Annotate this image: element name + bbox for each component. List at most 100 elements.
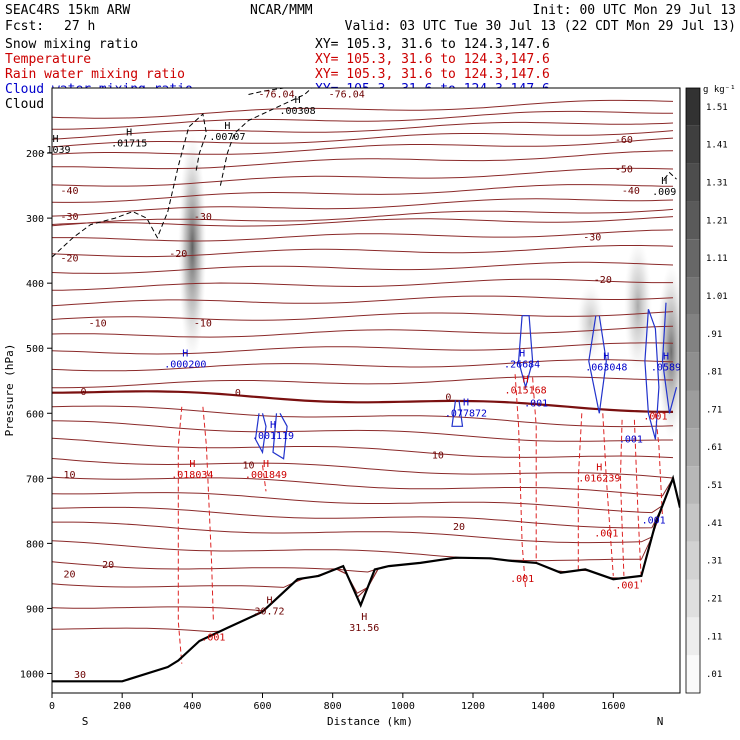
temperature-label: 0 bbox=[445, 393, 451, 404]
extremum-mark: H bbox=[361, 612, 367, 623]
extremum-mark: H bbox=[224, 121, 230, 132]
y-tick-label: 200 bbox=[26, 149, 44, 160]
extremum-value: .26684 bbox=[504, 359, 540, 370]
rain-contour bbox=[202, 406, 214, 622]
rain-contour bbox=[262, 465, 267, 492]
temperature-label: -30 bbox=[194, 212, 212, 223]
extremum-value: .0589 bbox=[651, 363, 681, 374]
extremum-value: .001 bbox=[619, 434, 643, 445]
extremum-mark: H bbox=[295, 95, 301, 106]
temperature-label: -10 bbox=[194, 318, 212, 329]
colorbar-label: .81 bbox=[706, 368, 722, 378]
extremum-value: .001 bbox=[510, 574, 534, 585]
snow-plume bbox=[576, 283, 605, 362]
colorbar-label: 1.11 bbox=[706, 254, 728, 264]
colorbar-swatch bbox=[686, 239, 700, 278]
colorbar-label: .91 bbox=[706, 330, 722, 340]
isotherm bbox=[52, 478, 674, 544]
temperature-label: 20 bbox=[453, 522, 465, 533]
temperature-label: 20 bbox=[64, 570, 76, 581]
isotherm bbox=[52, 295, 674, 307]
extremum-value: .077872 bbox=[445, 408, 487, 419]
chart-title: SEAC4RS 15km ARW bbox=[5, 3, 130, 18]
y-axis: 200 300 400 500 600 700 800 900 1000 bbox=[20, 149, 52, 680]
colorbar-label: .41 bbox=[706, 519, 722, 529]
extremum-value: .009 bbox=[652, 187, 676, 198]
x-tick-label: 1000 bbox=[391, 701, 415, 712]
snow-contour bbox=[248, 88, 284, 95]
x-tick-label: 800 bbox=[324, 701, 342, 712]
temperature-label: -40 bbox=[61, 186, 79, 197]
north-label: N bbox=[657, 715, 664, 728]
extremum-value: .01715 bbox=[111, 138, 147, 149]
x-tick-label: 600 bbox=[253, 701, 271, 712]
isotherm bbox=[52, 420, 673, 442]
colorbar-label: .71 bbox=[706, 405, 722, 415]
temperature-label: -10 bbox=[89, 318, 107, 329]
colorbar-unit: g kg⁻¹ bbox=[703, 85, 736, 95]
colorbar-label: 1.41 bbox=[706, 141, 728, 151]
plot-frame bbox=[51, 87, 681, 694]
rain-contour bbox=[602, 413, 614, 576]
isotherm bbox=[52, 137, 674, 155]
extremum-value: .016239 bbox=[578, 473, 620, 484]
snow-plume bbox=[623, 237, 652, 375]
contour-labels: -76.04 -76.04 -60 -50 -40 -40 -30 -30 -30 -20 -20 -… bbox=[40, 90, 681, 681]
snow-contour bbox=[219, 88, 312, 186]
extremum-mark: H bbox=[267, 596, 273, 607]
isotherm bbox=[52, 167, 674, 187]
init-time: Init: 00 UTC Mon 29 Jul 13 bbox=[533, 3, 737, 18]
extremum-mark: H bbox=[596, 462, 602, 473]
isotherm bbox=[52, 478, 674, 562]
rain-contour bbox=[633, 419, 642, 583]
extremum-mark: H bbox=[519, 348, 525, 359]
x-tick-label: 400 bbox=[183, 701, 201, 712]
terrain bbox=[52, 474, 680, 683]
isotherm bbox=[52, 437, 674, 459]
extremum-value: .000200 bbox=[164, 359, 206, 370]
cloud-water-contour bbox=[517, 315, 534, 390]
field-xy: XY= 105.3, 31.6 to 124.3,147.6 bbox=[315, 52, 550, 67]
isotherm bbox=[52, 245, 674, 258]
extremum-mark: H bbox=[189, 459, 195, 470]
isotherm bbox=[52, 376, 674, 389]
extremum-value: .015168 bbox=[505, 386, 547, 397]
colorbar-swatch bbox=[686, 579, 700, 618]
extremum-value: .00308 bbox=[280, 106, 316, 117]
colorbar-swatch bbox=[686, 277, 700, 315]
extremum-value: .018034 bbox=[171, 470, 213, 481]
extremum-mark: H bbox=[52, 134, 58, 145]
colorbar-swatch bbox=[686, 314, 700, 353]
temperature-label: 10 bbox=[432, 451, 444, 462]
temperature-label: 20 bbox=[102, 560, 114, 571]
isotherm bbox=[52, 229, 674, 242]
colorbar-label: .31 bbox=[706, 557, 722, 567]
isotherm bbox=[52, 121, 674, 140]
y-tick-label: 900 bbox=[26, 604, 44, 615]
y-tick-label: 300 bbox=[26, 214, 44, 225]
isotherm bbox=[52, 216, 674, 227]
extremum-value: .1039 bbox=[40, 145, 70, 156]
colorbar-swatch bbox=[686, 125, 700, 164]
cloud-water-contour bbox=[254, 413, 267, 455]
temperature-label: -50 bbox=[615, 164, 633, 175]
rain-contour bbox=[514, 374, 527, 589]
fcst-value: 27 h bbox=[64, 19, 95, 34]
temperature-label: -40 bbox=[622, 186, 640, 197]
colorbar-frame bbox=[685, 87, 701, 694]
colorbar: .01 .11 .21 .31 .41 .51 .61 .71 .81 .91 1.01 1.11 1.… bbox=[685, 87, 728, 694]
temperature-label: -30 bbox=[583, 233, 601, 244]
mixing-ratio-contours bbox=[52, 88, 678, 664]
isotherm bbox=[52, 458, 674, 479]
rain-contour bbox=[577, 413, 583, 570]
extremum-mark: H bbox=[661, 176, 667, 187]
field-name: Temperature bbox=[5, 52, 91, 67]
y-tick-label: 700 bbox=[26, 474, 44, 485]
field-name: Rain water mixing ratio bbox=[5, 67, 185, 82]
temperature-label: -20 bbox=[169, 249, 187, 260]
colorbar-swatch bbox=[686, 390, 700, 429]
extremum-value: 31.56 bbox=[349, 623, 379, 634]
temperature-label: -20 bbox=[61, 253, 79, 264]
rain-contour bbox=[177, 406, 183, 664]
